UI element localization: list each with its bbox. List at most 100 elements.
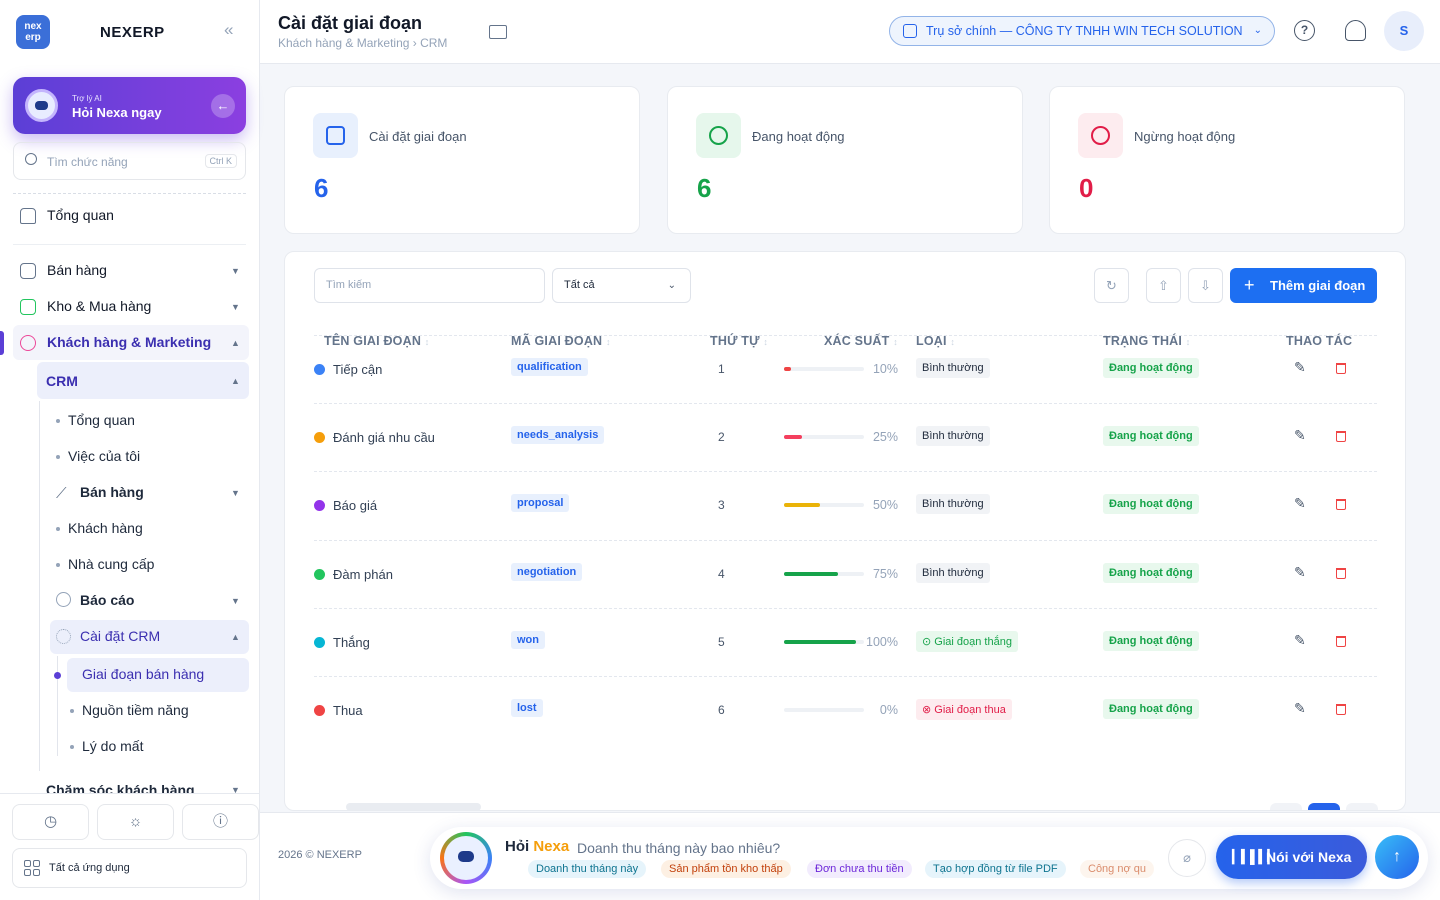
stage-type-badge: Bình thường <box>916 563 990 583</box>
sidebar-item-reports[interactable]: Báo cáo <box>80 592 135 608</box>
sidebar-item-sales[interactable]: Bán hàng <box>20 262 240 282</box>
delete-icon[interactable] <box>1336 636 1346 647</box>
sidebar-item-crm-sales[interactable]: Bán hàng <box>80 484 144 500</box>
chevron-down-icon[interactable]: ▼ <box>231 302 240 312</box>
probability-value: 75% <box>872 567 898 581</box>
import-button[interactable]: ⇩ <box>1188 268 1223 303</box>
sidebar-item-customers[interactable]: Khách hàng <box>68 520 143 536</box>
refresh-button[interactable]: ↻ <box>1094 268 1129 303</box>
add-stage-button[interactable]: + Thêm giai đoạn <box>1230 268 1377 303</box>
attach-button[interactable]: ⌀ <box>1168 839 1206 877</box>
sidebar-item-my-tasks[interactable]: Việc của tôi <box>68 448 141 464</box>
delete-icon[interactable] <box>1336 431 1346 442</box>
edit-icon[interactable]: ✎ <box>1294 700 1306 716</box>
all-apps-button[interactable]: Tất cả ứng dụng <box>12 848 247 888</box>
col-header-code[interactable]: MÃ GIAI ĐOẠN ↕ <box>511 334 611 348</box>
stage-order: 5 <box>718 635 725 649</box>
status-filter-select[interactable]: Tất cả ⌄ <box>552 268 691 303</box>
sidebar-item-customer-care[interactable]: Chăm sóc khách hàng <box>46 782 195 793</box>
folder-icon[interactable] <box>489 25 507 39</box>
edit-icon[interactable]: ✎ <box>1294 359 1306 375</box>
chevron-up-icon[interactable]: ▲ <box>231 632 240 642</box>
chevron-down-icon[interactable]: ▼ <box>231 596 240 606</box>
sidebar-item-sales-stages[interactable] <box>67 658 249 692</box>
page-footer: 2026 © NEXERP Hỏi Nexa Doanh thu tháng n… <box>260 812 1440 900</box>
sidebar-item-overview[interactable]: Tổng quan <box>20 207 240 227</box>
col-header-status[interactable]: TRẠNG THÁI ↕ <box>1103 334 1191 348</box>
help-icon[interactable]: ? <box>1294 20 1315 41</box>
suggestion-chip[interactable]: Đơn chưa thu tiền <box>807 860 912 878</box>
breadcrumb[interactable]: Khách hàng & Marketing › CRM <box>278 36 448 50</box>
table-row[interactable]: Đánh giá nhu cầu needs_analysis 2 25% Bì… <box>314 411 1377 463</box>
collapse-sidebar-icon[interactable]: « <box>224 20 234 39</box>
send-button[interactable]: ↑ <box>1375 835 1419 879</box>
edit-icon[interactable]: ✎ <box>1294 632 1306 648</box>
edit-icon[interactable]: ✎ <box>1294 495 1306 511</box>
sidebar-item-crm[interactable] <box>37 362 249 399</box>
table-row[interactable]: Thua lost 6 0% ⊗ Giai đoạn thua Đang hoạ… <box>314 684 1377 736</box>
user-avatar[interactable]: S <box>1384 11 1424 51</box>
probability-bar <box>784 435 864 439</box>
edit-icon[interactable]: ✎ <box>1294 427 1306 443</box>
chevron-down-icon[interactable]: ▼ <box>231 785 240 793</box>
table-search-input[interactable]: Tìm kiếm <box>314 268 545 303</box>
suggestion-chip[interactable]: Tạo hợp đồng từ file PDF <box>925 860 1066 878</box>
pagination-next[interactable] <box>1346 803 1378 810</box>
edit-icon[interactable]: ✎ <box>1294 564 1306 580</box>
stat-card-inactive: Ngừng hoạt động 0 <box>1049 86 1405 234</box>
delete-icon[interactable] <box>1336 568 1346 579</box>
bell-icon[interactable] <box>1345 20 1366 41</box>
branch-label: Trụ sở chính — CÔNG TY TNHH WIN TECH SOL… <box>926 24 1243 38</box>
stage-color-dot <box>314 637 325 648</box>
grid-icon <box>24 860 40 876</box>
table-row[interactable]: Đàm phán negotiation 4 75% Bình thường Đ… <box>314 548 1377 600</box>
ai-assistant-card[interactable]: Trợ lý AI Hỏi Nexa ngay ← <box>13 77 246 134</box>
stat-value: 6 <box>697 173 712 203</box>
col-header-probability[interactable]: XÁC SUẤT ↕ <box>824 334 898 348</box>
sidebar-item-suppliers[interactable]: Nhà cung cấp <box>68 556 155 572</box>
col-header-name[interactable]: TÊN GIAI ĐOẠN ↕ <box>324 334 430 348</box>
voice-label: Nói với Nexa <box>1266 849 1352 865</box>
pagination-page-active[interactable] <box>1308 803 1340 810</box>
delete-icon[interactable] <box>1336 363 1346 374</box>
branch-selector[interactable]: Trụ sở chính — CÔNG TY TNHH WIN TECH SOL… <box>889 16 1275 46</box>
suggestion-chip[interactable]: Công nợ qu <box>1080 860 1154 878</box>
history-button[interactable]: ◷ <box>12 804 89 840</box>
ask-nexa-bar[interactable]: Hỏi Nexa Doanh thu tháng này bao nhiêu? … <box>430 827 1428 889</box>
pagination-prev[interactable] <box>1270 803 1302 810</box>
delete-icon[interactable] <box>1336 704 1346 715</box>
app-logo[interactable]: nex erp <box>16 15 50 49</box>
sidebar-item-crm-overview[interactable]: Tổng quan <box>68 412 135 428</box>
voice-button[interactable]: ▎▍▌▍▎ Nói với Nexa <box>1216 835 1367 879</box>
theme-button[interactable]: ☼ <box>97 804 174 840</box>
delete-icon[interactable] <box>1336 499 1346 510</box>
sidebar-item-crm-marketing[interactable]: Khách hàng & Marketing <box>20 334 240 354</box>
chevron-down-icon[interactable]: ▼ <box>231 266 240 276</box>
table-row[interactable]: Báo giá proposal 3 50% Bình thường Đang … <box>314 479 1377 531</box>
export-button[interactable]: ⇧ <box>1146 268 1181 303</box>
col-header-type[interactable]: LOẠI ↕ <box>916 334 956 348</box>
table-row[interactable]: Tiếp cận qualification 1 10% Bình thường… <box>314 343 1377 395</box>
chevron-down-icon[interactable]: ▼ <box>231 488 240 498</box>
ask-question[interactable]: Doanh thu tháng này bao nhiêu? <box>577 840 781 856</box>
suggestion-chip[interactable]: Doanh thu tháng này <box>528 860 647 878</box>
row-divider <box>314 335 1377 336</box>
probability-fill <box>784 503 820 507</box>
sidebar-item-crm-settings[interactable] <box>50 620 249 654</box>
horizontal-scrollbar[interactable] <box>346 803 481 810</box>
arrow-left-icon[interactable]: ← <box>211 94 235 118</box>
col-header-order[interactable]: THỨ TỰ ↕ <box>710 334 769 348</box>
chevron-up-icon[interactable]: ▲ <box>231 338 240 348</box>
sidebar-item-warehouse[interactable]: Kho & Mua hàng <box>20 298 240 318</box>
alert-button[interactable]: ⓘ <box>182 804 259 840</box>
sidebar-item-lead-sources[interactable]: Nguồn tiềm năng <box>82 702 189 718</box>
sidebar-search-input[interactable]: Tìm chức năng Ctrl K <box>13 142 246 180</box>
suggestion-chip[interactable]: Sản phẩm tồn kho thấp <box>661 860 791 878</box>
sidebar-item-lost-reasons[interactable]: Lý do mất <box>82 738 144 754</box>
check-badge-icon <box>696 113 741 158</box>
sidebar-item-label: Khách hàng & Marketing <box>47 334 212 350</box>
chevron-up-icon[interactable]: ▲ <box>231 376 240 386</box>
bullet <box>56 527 60 531</box>
stat-label: Đang hoạt động <box>752 129 845 144</box>
table-row[interactable]: Thắng won 5 100% ⊙ Giai đoạn thắng Đang … <box>314 616 1377 668</box>
